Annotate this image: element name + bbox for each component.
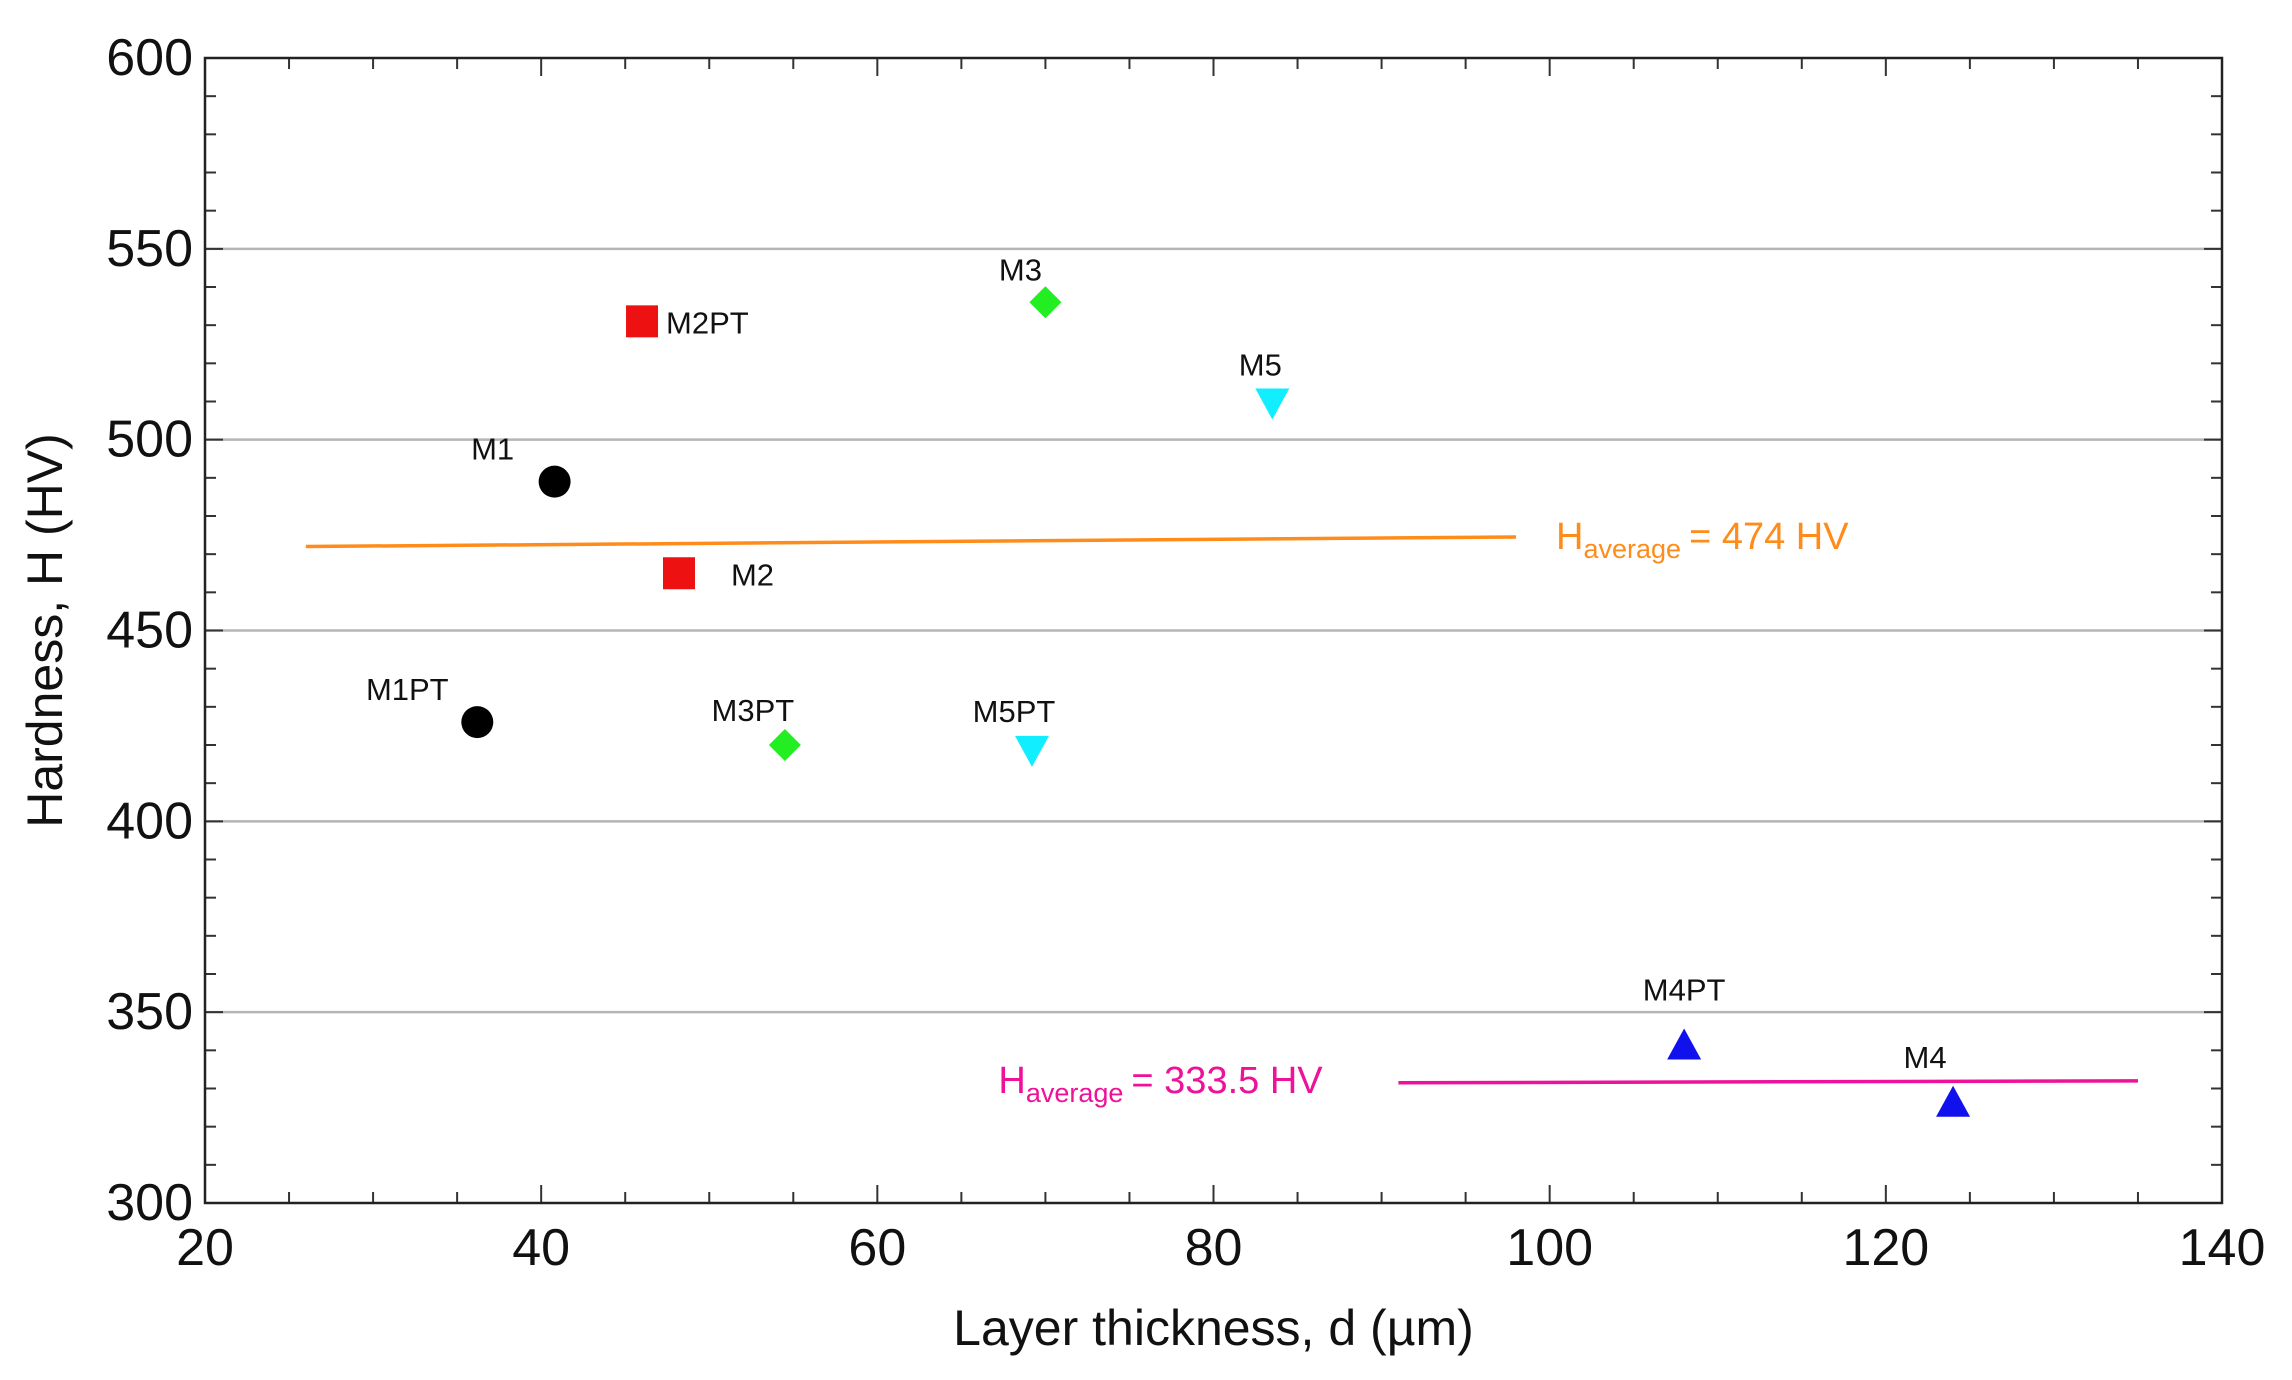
y-tick-label-450: 450 (106, 602, 193, 660)
point-m5 (1255, 388, 1290, 420)
point-m2 (662, 557, 695, 590)
x-tick-label-40: 40 (512, 1219, 570, 1277)
point-m1 (538, 465, 571, 498)
point-m4 (1936, 1085, 1971, 1117)
average-low-label-main: H (998, 1060, 1025, 1102)
point-label-m1: M1 (471, 432, 514, 467)
point-label-m4pt: M4PT (1643, 973, 1726, 1008)
point-label-m2: M2 (731, 557, 774, 592)
gridlines (205, 247, 2222, 1014)
point-label-m3pt: M3PT (712, 693, 795, 728)
point-m3pt (768, 729, 801, 761)
y-tick-label-400: 400 (106, 792, 193, 850)
plot-frame (203, 56, 2224, 1205)
average-high-label-sub: average (1584, 534, 1682, 564)
average-low-label: Haverage = 333.5 HV (998, 1060, 1323, 1108)
point-label-m2pt: M2PT (666, 305, 749, 340)
x-tick-label-80: 80 (1185, 1219, 1243, 1277)
x-tick-labels: 20 40 60 80 100 120 140 (176, 1219, 2265, 1277)
y-tick-label-500: 500 (106, 411, 193, 469)
point-m3 (1029, 286, 1062, 319)
data-points: M1 M1PT M2 M2PT M3 M3PT M4 M4PT M5 M5PT (366, 252, 1971, 1117)
y-tick-labels: 300 350 400 450 500 550 600 (106, 29, 193, 1232)
average-low-line (1398, 1079, 2138, 1085)
x-tick-label-100: 100 (1506, 1219, 1593, 1277)
point-m5pt (1014, 735, 1049, 767)
average-high-label-main: H (1556, 516, 1583, 558)
y-tick-label-350: 350 (106, 983, 193, 1041)
average-low-label-value: = 333.5 HV (1131, 1060, 1323, 1102)
point-m4pt (1667, 1028, 1702, 1060)
x-tick-label-140: 140 (2179, 1219, 2266, 1277)
y-tick-label-550: 550 (106, 220, 193, 278)
x-tick-label-20: 20 (176, 1219, 234, 1277)
y-tick-label-300: 300 (106, 1174, 193, 1232)
average-high-line (305, 535, 1517, 549)
point-label-m1pt: M1PT (366, 672, 449, 707)
point-label-m5pt: M5PT (973, 694, 1056, 729)
y-tick-label-600: 600 (106, 29, 193, 87)
point-label-m5: M5 (1239, 348, 1282, 383)
y-axis-title: Hardness, H (HV) (17, 433, 73, 828)
x-tick-label-120: 120 (1842, 1219, 1929, 1277)
average-high-label: Haverage = 474 HV (1556, 516, 1849, 564)
point-m2pt (626, 305, 659, 338)
x-axis-title: Layer thickness, d (µm) (953, 1300, 1474, 1356)
average-low-label-sub: average (1026, 1078, 1124, 1108)
point-label-m3: M3 (999, 252, 1042, 287)
point-m1pt (461, 706, 494, 739)
average-high-label-value: = 474 HV (1689, 516, 1849, 558)
x-tick-label-60: 60 (848, 1219, 906, 1277)
point-label-m4: M4 (1904, 1040, 1947, 1075)
